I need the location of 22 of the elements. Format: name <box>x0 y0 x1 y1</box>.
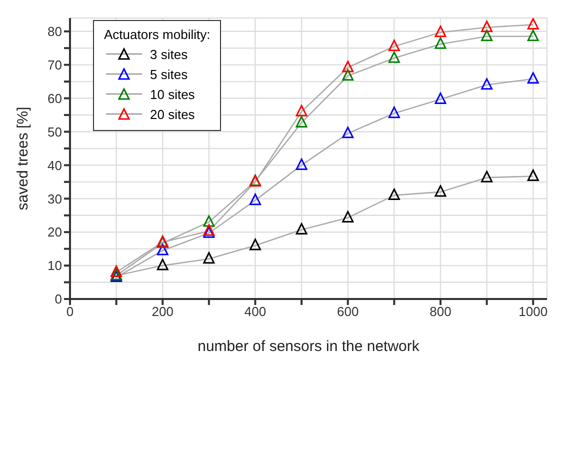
x-tick-label: 1000 <box>518 304 548 320</box>
y-tick-label: 70 <box>48 57 62 72</box>
legend-label: 10 sites <box>150 86 195 102</box>
y-tick-label: 50 <box>48 124 62 140</box>
x-tick-label: 800 <box>430 304 452 320</box>
legend-label: 20 sites <box>150 106 195 122</box>
x-axis-title: number of sensors in the network <box>198 338 420 355</box>
y-tick-label: 10 <box>48 258 62 274</box>
legend-title: Actuators mobility: <box>104 27 210 42</box>
y-tick-label: 30 <box>48 191 62 206</box>
y-tick-label: 60 <box>48 90 62 106</box>
x-tick-label: 400 <box>244 304 266 320</box>
x-tick-label: 0 <box>66 304 74 320</box>
y-tick-label: 40 <box>48 158 62 173</box>
y-tick-label: 80 <box>48 24 62 39</box>
legend-label: 5 sites <box>150 66 188 82</box>
x-tick-label: 600 <box>337 304 359 320</box>
x-tick-label: 200 <box>152 304 174 320</box>
legend-label: 3 sites <box>150 46 188 62</box>
y-tick-label: 0 <box>54 292 62 307</box>
y-tick-label: 20 <box>48 224 62 240</box>
y-axis-title: saved trees [%] <box>14 106 32 210</box>
